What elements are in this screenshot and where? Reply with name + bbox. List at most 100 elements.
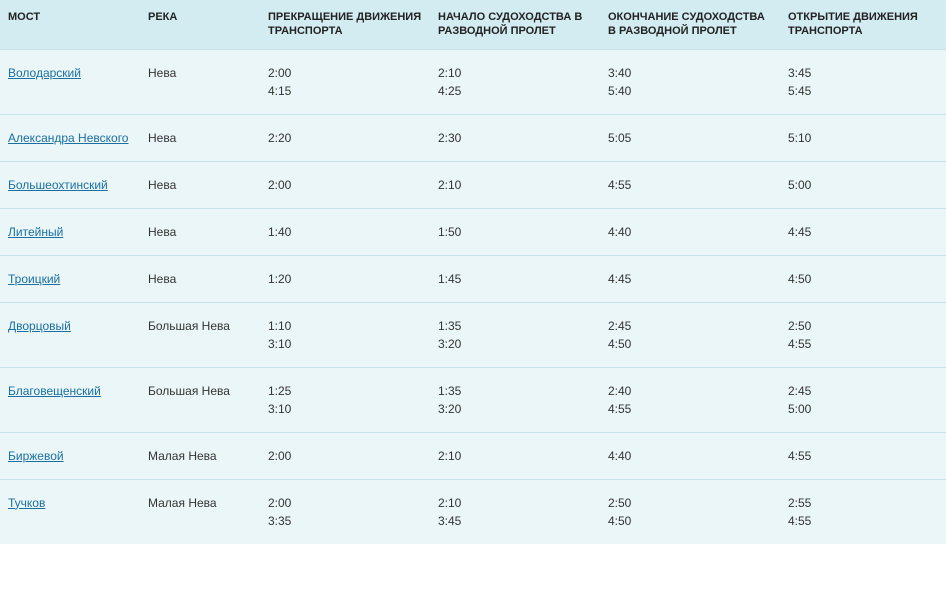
- time-value: 5:00: [788, 402, 811, 416]
- bridge-link[interactable]: Биржевой: [8, 449, 64, 463]
- time-value: 1:35: [438, 384, 461, 398]
- time-value: 3:10: [268, 402, 291, 416]
- cell-bridge: Тучков: [0, 479, 140, 544]
- cell-navstart: 2:10: [430, 161, 600, 208]
- time-value: 4:55: [788, 337, 811, 351]
- time-value: 2:00: [268, 178, 291, 192]
- cell-river: Большая Нева: [140, 302, 260, 367]
- cell-stop: 2:00: [260, 432, 430, 479]
- cell-river: Нева: [140, 114, 260, 161]
- cell-navend: 3:40 5:40: [600, 49, 780, 114]
- col-header-stop: ПРЕКРАЩЕНИЕ ДВИЖЕНИЯ ТРАНСПОРТА: [260, 0, 430, 49]
- col-header-open: ОТКРЫТИЕ ДВИЖЕНИЯ ТРАНСПОРТА: [780, 0, 946, 49]
- table-row: ТучковМалая Нева2:003:352:103:452:504:50…: [0, 479, 946, 544]
- cell-river: Нева: [140, 49, 260, 114]
- time-value: 2:20: [268, 131, 291, 145]
- time-value: 1:45: [438, 272, 461, 286]
- time-value: 2:10: [438, 178, 461, 192]
- bridge-link[interactable]: Литейный: [8, 225, 63, 239]
- time-value: 4:50: [608, 514, 631, 528]
- cell-navend: 4:40: [600, 208, 780, 255]
- table-header-row: МОСТ РЕКА ПРЕКРАЩЕНИЕ ДВИЖЕНИЯ ТРАНСПОРТ…: [0, 0, 946, 49]
- cell-stop: 1:40: [260, 208, 430, 255]
- cell-river: Малая Нева: [140, 432, 260, 479]
- cell-stop: 1:25 3:10: [260, 367, 430, 432]
- cell-open: 2:50 4:55: [780, 302, 946, 367]
- cell-navend: 5:05: [600, 114, 780, 161]
- time-value: 4:55: [608, 402, 631, 416]
- time-value: 2:55: [788, 496, 811, 510]
- time-value: 3:20: [438, 337, 461, 351]
- cell-river: Малая Нева: [140, 479, 260, 544]
- time-value: 1:35: [438, 319, 461, 333]
- time-value: 2:50: [788, 319, 811, 333]
- cell-river: Нева: [140, 208, 260, 255]
- time-value: 2:10: [438, 449, 461, 463]
- time-value: 5:45: [788, 84, 811, 98]
- time-value: 2:50: [608, 496, 631, 510]
- time-value: 3:45: [788, 66, 811, 80]
- table-row: ВолодарскийНева2:004:152:104:253:405:403…: [0, 49, 946, 114]
- time-value: 4:40: [608, 449, 631, 463]
- time-value: 1:50: [438, 225, 461, 239]
- bridge-link[interactable]: Троицкий: [8, 272, 60, 286]
- cell-bridge: Дворцовый: [0, 302, 140, 367]
- table-row: Литейный Нева 1:40 1:50 4:40 4:45: [0, 208, 946, 255]
- time-value: 1:40: [268, 225, 291, 239]
- col-header-navend: ОКОНЧАНИЕ СУДОХОДСТВА В РАЗВОДНОЙ ПРОЛЕТ: [600, 0, 780, 49]
- time-value: 3:45: [438, 514, 461, 528]
- cell-stop: 2:00: [260, 161, 430, 208]
- time-value: 2:00: [268, 496, 291, 510]
- bridge-link[interactable]: Большеохтинский: [8, 178, 108, 192]
- time-value: 1:20: [268, 272, 291, 286]
- time-value: 4:55: [608, 178, 631, 192]
- time-value: 4:55: [788, 449, 811, 463]
- cell-bridge: Александра Невского: [0, 114, 140, 161]
- cell-open: 3:45 5:45: [780, 49, 946, 114]
- time-value: 4:50: [788, 272, 811, 286]
- time-value: 4:15: [268, 84, 291, 98]
- time-value: 1:25: [268, 384, 291, 398]
- cell-navstart: 2:104:25: [430, 49, 600, 114]
- cell-open: 5:10: [780, 114, 946, 161]
- cell-stop: 1:20: [260, 255, 430, 302]
- cell-bridge: Литейный: [0, 208, 140, 255]
- cell-bridge: Володарский: [0, 49, 140, 114]
- cell-bridge: Биржевой: [0, 432, 140, 479]
- cell-stop: 2:20: [260, 114, 430, 161]
- time-value: 3:40: [608, 66, 631, 80]
- col-header-navstart: НАЧАЛО СУДОХОДСТВА В РАЗВОДНОЙ ПРОЛЕТ: [430, 0, 600, 49]
- cell-stop: 2:004:15: [260, 49, 430, 114]
- time-value: 2:10: [438, 66, 461, 80]
- cell-open: 2:455:00: [780, 367, 946, 432]
- bridge-link[interactable]: Володарский: [8, 66, 81, 80]
- cell-stop: 2:00 3:35: [260, 479, 430, 544]
- time-value: 4:40: [608, 225, 631, 239]
- time-value: 4:45: [788, 225, 811, 239]
- table-row: Биржевой Малая Нева 2:00 2:10 4:40 4:55: [0, 432, 946, 479]
- time-value: 4:50: [608, 337, 631, 351]
- bridge-schedule-table: МОСТ РЕКА ПРЕКРАЩЕНИЕ ДВИЖЕНИЯ ТРАНСПОРТ…: [0, 0, 946, 544]
- bridge-link[interactable]: Александра Невского: [8, 131, 128, 145]
- table-row: ТроицкийНева1:201:454:454:50: [0, 255, 946, 302]
- time-value: 3:35: [268, 514, 291, 528]
- time-value: 4:55: [788, 514, 811, 528]
- cell-open: 2:55 4:55: [780, 479, 946, 544]
- bridge-link[interactable]: Благовещенский: [8, 384, 101, 398]
- bridge-link[interactable]: Тучков: [8, 496, 45, 510]
- col-header-river: РЕКА: [140, 0, 260, 49]
- time-value: 2:00: [268, 449, 291, 463]
- cell-navend: 4:45: [600, 255, 780, 302]
- cell-navstart: 2:10: [430, 432, 600, 479]
- cell-navstart: 1:45: [430, 255, 600, 302]
- cell-open: 4:50: [780, 255, 946, 302]
- cell-open: 5:00: [780, 161, 946, 208]
- time-value: 5:00: [788, 178, 811, 192]
- bridge-link[interactable]: Дворцовый: [8, 319, 71, 333]
- cell-river: Большая Нева: [140, 367, 260, 432]
- time-value: 5:40: [608, 84, 631, 98]
- cell-navstart: 1:50: [430, 208, 600, 255]
- table-row: Благовещенский Большая Нева1:25 3:10 1:35 3:…: [0, 367, 946, 432]
- time-value: 4:45: [608, 272, 631, 286]
- time-value: 1:10: [268, 319, 291, 333]
